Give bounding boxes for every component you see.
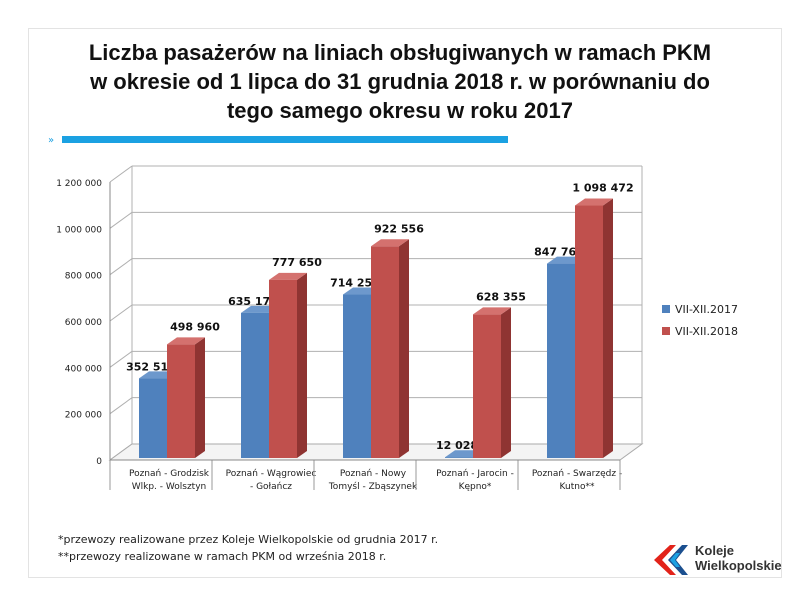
data-label: 777 650 bbox=[272, 256, 322, 269]
bar-2018 bbox=[167, 344, 195, 458]
footnote-2: **przewozy realizowane w ramach PKM od w… bbox=[58, 550, 387, 563]
bar-top bbox=[371, 239, 409, 247]
legend-label: VII-XII.2018 bbox=[675, 325, 738, 338]
footnote-1: *przewozy realizowane przez Koleje Wielk… bbox=[58, 533, 439, 546]
bar-side bbox=[501, 307, 511, 458]
koleje-wielkopolskie-logo: Koleje Wielkopolskie bbox=[650, 543, 782, 577]
title-line-2: w okresie od 1 lipca do 31 grudnia 2018 … bbox=[90, 69, 710, 94]
data-label: 922 556 bbox=[374, 222, 424, 235]
y-tick-label: 600 000 bbox=[65, 318, 102, 328]
y-tick-label: 1 200 000 bbox=[56, 179, 102, 189]
bar-side bbox=[195, 337, 205, 458]
y-tick-label: 800 000 bbox=[65, 272, 102, 282]
data-label: 628 355 bbox=[476, 290, 526, 303]
x-tick-label: Poznań - Grodzisk bbox=[129, 469, 210, 479]
legend-label: VII-XII.2017 bbox=[675, 303, 738, 316]
logo-text: Koleje Wielkopolskie bbox=[695, 543, 782, 573]
slide-frame bbox=[28, 28, 782, 578]
y-tick-label: 200 000 bbox=[65, 411, 102, 421]
gridline-side bbox=[109, 165, 133, 183]
decorative-chevrons: » bbox=[48, 135, 56, 146]
title-line-1: Liczba pasażerów na liniach obsługiwanyc… bbox=[88, 40, 712, 65]
x-tick-label: - Gołańcz bbox=[250, 482, 292, 492]
bar-side bbox=[297, 272, 307, 458]
legend-swatch-1 bbox=[662, 327, 670, 335]
gridline-side bbox=[109, 397, 133, 415]
x-tick-label: Wlkp. - Wolsztyn bbox=[132, 482, 207, 492]
data-label: 714 258 bbox=[330, 277, 380, 290]
data-label: 352 519 bbox=[126, 360, 176, 373]
logo-line-1: Koleje bbox=[695, 543, 735, 558]
bar-top bbox=[167, 337, 205, 345]
bar-2018 bbox=[269, 279, 297, 458]
bar-top bbox=[269, 272, 307, 280]
bar-2017 bbox=[445, 457, 473, 458]
x-tick-label: Poznań - Wągrowiec bbox=[226, 469, 317, 479]
x-tick-label: Tomyśl - Zbąszynek bbox=[328, 481, 418, 492]
accent-bar bbox=[62, 136, 508, 143]
bar-2017 bbox=[139, 378, 167, 458]
title-line-3: tego samego okresu w roku 2017 bbox=[226, 98, 574, 123]
bar-2017 bbox=[547, 263, 575, 458]
bar-side bbox=[603, 198, 613, 458]
bar-2018 bbox=[575, 205, 603, 458]
logo-line-2: Wielkopolskie bbox=[695, 558, 782, 573]
x-tick-label: Kutno** bbox=[560, 482, 595, 492]
legend-swatch-0 bbox=[662, 305, 670, 313]
gridline-side bbox=[109, 304, 133, 322]
x-tick-label: Kępno* bbox=[459, 482, 492, 492]
bar-2017 bbox=[241, 312, 269, 458]
x-tick-label: Poznań - Nowy bbox=[340, 469, 407, 479]
data-label: 635 179 bbox=[228, 295, 278, 308]
data-label: 1 098 472 bbox=[572, 182, 633, 195]
data-label: 847 766 bbox=[534, 246, 584, 259]
bar-top bbox=[473, 307, 511, 315]
gridline-side bbox=[109, 258, 133, 276]
data-label: 498 960 bbox=[170, 320, 220, 333]
chart-title: Liczba pasażerów na liniach obsługiwanyc… bbox=[60, 38, 740, 125]
bar-side bbox=[399, 239, 409, 458]
y-tick-label: 1 000 000 bbox=[56, 225, 102, 235]
x-tick-label: Poznań - Jarocin - bbox=[436, 469, 514, 479]
data-label: 12 028 bbox=[436, 439, 478, 452]
x-tick-label: Poznań - Swarzędz - bbox=[532, 469, 622, 479]
bar-2017 bbox=[343, 294, 371, 458]
gridline-side bbox=[109, 350, 133, 368]
logo-chevron-icon bbox=[654, 545, 688, 575]
gridline-side bbox=[109, 211, 133, 229]
bar-top bbox=[575, 198, 613, 206]
bar-2018 bbox=[473, 314, 501, 458]
bar-2018 bbox=[371, 246, 399, 458]
y-tick-label: 400 000 bbox=[65, 364, 102, 374]
y-tick-label: 0 bbox=[96, 457, 102, 467]
